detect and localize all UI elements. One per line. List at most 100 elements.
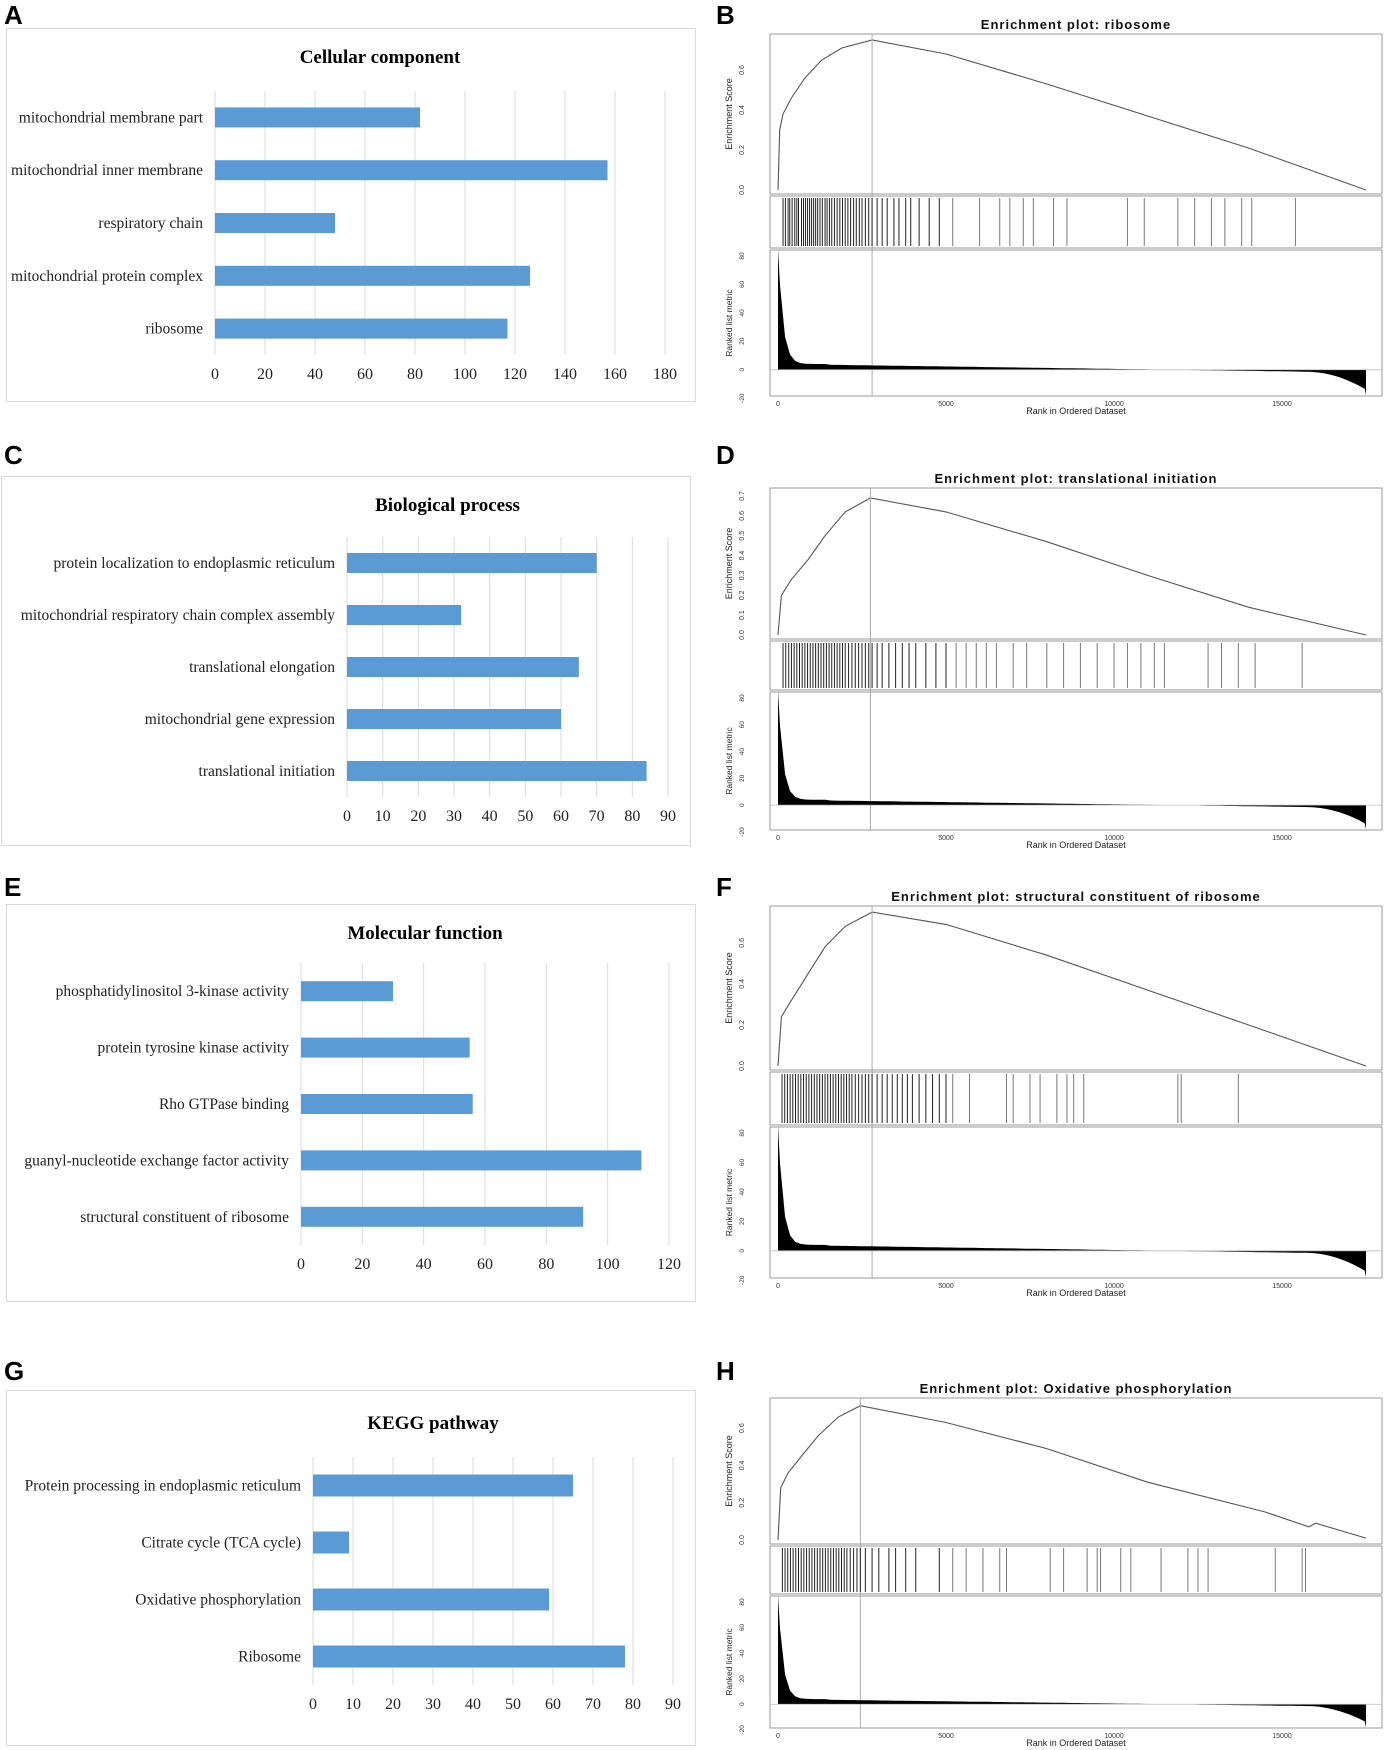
hits-frame (769, 1071, 1383, 1126)
metric-y-tick-label: 20 (739, 337, 746, 345)
metric-y-axis-label: Ranked list metric (724, 1168, 734, 1236)
x-tick-label: 15000 (1272, 1283, 1292, 1290)
bar-translational-initiation (347, 761, 647, 781)
x-tick-label: 10 (345, 1696, 361, 1713)
chart-title: KEGG pathway (367, 1413, 499, 1434)
gsea-title: Enrichment plot: ribosome (981, 18, 1171, 32)
chart-title: Biological process (375, 495, 520, 516)
category-label: protein localization to endoplasmic reti… (54, 555, 336, 572)
es-y-tick-label: 0.7 (739, 491, 746, 501)
metric-y-tick-label: -20 (739, 1725, 746, 1735)
x-tick-label: 140 (553, 366, 577, 383)
x-tick-label: 80 (624, 808, 640, 825)
es-y-tick-label: 0.0 (739, 185, 746, 195)
es-y-tick-label: 0.4 (739, 979, 746, 989)
x-tick-label: 40 (482, 808, 498, 825)
x-tick-label: 0 (211, 366, 219, 383)
bar-chart-kegg-pathway: KEGG pathway 0 10 20 30 40 50 60 70 80 90 Protein p… (6, 1390, 696, 1746)
es-y-axis-label: Enrichment Score (724, 528, 734, 600)
bar-mitochondrial-protein-complex (215, 265, 530, 286)
chart-title: Molecular function (347, 923, 503, 944)
gsea-title: Enrichment plot: structural constituent … (891, 890, 1261, 904)
enrichment-score-curve (777, 39, 1367, 191)
enrichment-score-curve (777, 497, 1367, 636)
x-tick-label: 10000 (1104, 1733, 1124, 1740)
x-tick-label: 0 (776, 401, 780, 408)
x-tick-label: 60 (553, 808, 569, 825)
x-tick-label: 100 (453, 366, 477, 383)
bar-guanyl-nucleotide-exchange-factor-activity (301, 1150, 642, 1171)
gsea-plot-translational-initiation: Enrichment plot: translational initiatio… (718, 472, 1388, 852)
metric-y-tick-label: 40 (739, 309, 746, 317)
es-y-tick-label: 0.0 (739, 1535, 746, 1545)
x-tick-label: 40 (416, 1256, 432, 1273)
es-y-tick-label: 0.4 (739, 551, 746, 561)
x-tick-label: 20 (410, 808, 426, 825)
x-tick-label: 60 (477, 1256, 493, 1273)
x-tick-label: 40 (465, 1696, 481, 1713)
x-tick-label: 0 (343, 808, 351, 825)
x-tick-label: 180 (653, 366, 677, 383)
gsea-plot-ribosome: Enrichment plot: ribosome 0.0 0.2 0.4 0.6 Enr… (718, 18, 1388, 418)
x-tick-label: 30 (446, 808, 462, 825)
gsea-svg: Enrichment plot: structural constituent … (724, 890, 1383, 1298)
panel-letter-a: A (4, 0, 23, 30)
x-tick-label: 160 (603, 366, 627, 383)
category-label: mitochondrial respiratory chain complex … (21, 607, 335, 624)
es-y-tick-label: 0.2 (739, 590, 746, 600)
bar-oxidative-phosphorylation (313, 1588, 549, 1611)
panel-letter-f: F (716, 872, 732, 902)
category-label: mitochondrial membrane part (19, 109, 204, 126)
metric-frame (769, 249, 1383, 397)
metric-y-axis-label: Ranked list metric (724, 288, 734, 356)
bar-mitochondrial-respiratory-chain-complex-assembly (347, 605, 462, 625)
x-tick-label: 70 (589, 808, 605, 825)
category-label: phosphatidylinositol 3-kinase activity (56, 983, 290, 1000)
x-tick-label: 15000 (1272, 401, 1292, 408)
category-label: protein tyrosine kinase activity (97, 1040, 289, 1057)
gsea-plot-oxidative-phosphorylation: Enrichment plot: Oxidative phosphorylati… (718, 1382, 1388, 1750)
bar-chart-svg: Cellular component 0 20 40 60 80 100 120 140 160 1… (11, 47, 677, 383)
enrichment-score-curve (777, 911, 1367, 1067)
x-tick-label: 20 (257, 366, 273, 383)
chart-title: Cellular component (300, 47, 461, 68)
panel-letter-c: C (4, 440, 23, 470)
bar-mitochondrial-gene-expression (347, 709, 561, 729)
category-label: Ribosome (238, 1649, 301, 1666)
es-y-tick-label: 0.0 (739, 630, 746, 640)
gsea-svg: Enrichment plot: ribosome 0.0 0.2 0.4 0.6 Enr… (724, 18, 1383, 416)
metric-y-tick-label: -20 (739, 827, 746, 837)
x-tick-label: 70 (585, 1696, 601, 1713)
es-frame (769, 33, 1383, 195)
x-axis-label: Rank in Ordered Dataset (1026, 1288, 1126, 1298)
ranked-list-metric-area (778, 1125, 1366, 1278)
metric-y-tick-label: 80 (739, 1129, 746, 1137)
es-y-axis-label: Enrichment Score (724, 78, 734, 150)
panel-letter-h: H (716, 1356, 735, 1386)
metric-y-tick-label: 0 (739, 803, 746, 807)
metric-y-tick-label: 20 (739, 1217, 746, 1225)
category-label: ribosome (145, 321, 203, 338)
x-tick-label: 60 (545, 1696, 561, 1713)
metric-y-tick-label: -20 (739, 1275, 746, 1285)
bar-structural-constituent-of-ribosome (301, 1206, 584, 1227)
category-label: mitochondrial protein complex (11, 268, 203, 285)
x-tick-label: 0 (776, 835, 780, 842)
bar-respiratory-chain (215, 213, 335, 233)
metric-y-tick-label: 0 (739, 1249, 746, 1253)
category-label: respiratory chain (98, 215, 203, 232)
x-tick-label: 5000 (938, 835, 954, 842)
category-label: translational initiation (199, 763, 336, 780)
bar-chart-biological-process: Biological process 0 10 20 30 40 50 60 70 80 90 pro… (1, 476, 691, 846)
bar-mitochondrial-inner-membrane (215, 160, 608, 181)
bar-rho-gtpase-binding (301, 1094, 473, 1114)
bar-protein-processing-in-endoplasmic-reticulum (313, 1474, 573, 1497)
metric-frame (769, 1595, 1383, 1729)
bar-chart-svg: KEGG pathway 0 10 20 30 40 50 60 70 80 90 Protein p… (25, 1413, 681, 1713)
ranked-list-metric-area (778, 1595, 1366, 1728)
bar-translational-elongation (347, 657, 579, 677)
es-y-tick-label: 0.2 (739, 1498, 746, 1508)
x-axis-label: Rank in Ordered Dataset (1026, 1738, 1126, 1748)
metric-y-axis-label: Ranked list metric (724, 726, 734, 794)
category-label: structural constituent of ribosome (80, 1209, 289, 1226)
